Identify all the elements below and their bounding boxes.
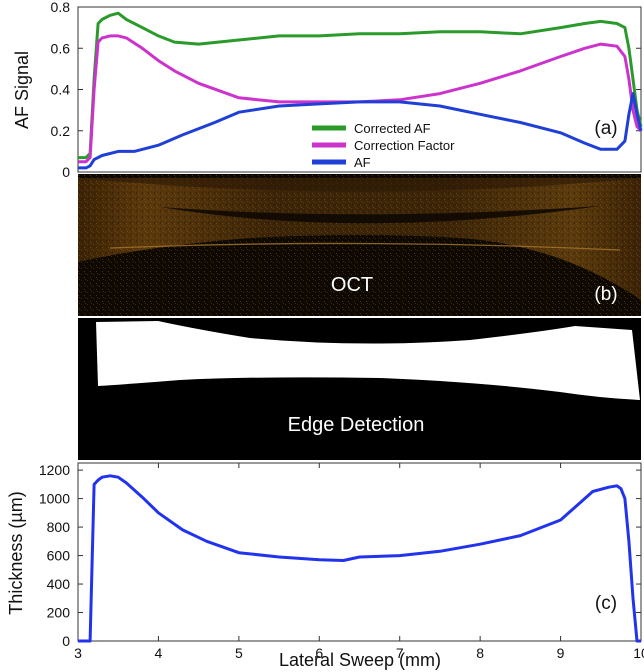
x-tick-label: 10 bbox=[633, 645, 644, 661]
panel-edge-detection: Edge Detection bbox=[78, 318, 641, 460]
x-tick-label: 5 bbox=[235, 645, 243, 661]
oct-upper-band bbox=[78, 178, 641, 192]
x-tick-label: 4 bbox=[155, 645, 163, 661]
x-tick-label: 8 bbox=[476, 645, 484, 661]
a-ytick-label: 0.4 bbox=[51, 82, 71, 98]
panel-c-frame bbox=[77, 462, 642, 642]
c-ytick-label: 600 bbox=[47, 548, 71, 564]
series-line-correction-factor bbox=[78, 34, 643, 164]
c-ytick-label: 0 bbox=[62, 633, 70, 649]
c-ytick-label: 800 bbox=[47, 519, 71, 535]
oct-dark-lens bbox=[160, 206, 600, 224]
a-ytick-label: 0.2 bbox=[51, 123, 71, 139]
c-ytick-label: 1000 bbox=[39, 491, 70, 507]
x-tick-label: 3 bbox=[74, 645, 82, 661]
panel-c-thickness: 0 200 400 600 800 1000 1200 3 4 5 6 7 8 9 10 Thicknes… bbox=[6, 462, 644, 670]
x-axis-label: Lateral Sweep (mm) bbox=[279, 650, 441, 670]
x-tick-label: 9 bbox=[557, 645, 565, 661]
legend-entry: Corrected AF bbox=[354, 121, 431, 136]
series-line-corrected-af bbox=[78, 11, 643, 160]
c-ytick-label: 1200 bbox=[39, 462, 70, 478]
a-ytick-label: 0.6 bbox=[51, 40, 71, 56]
oct-speckle bbox=[78, 174, 641, 316]
panel-a-ylabel: AF Signal bbox=[12, 51, 32, 129]
c-ytick-label: 400 bbox=[47, 576, 71, 592]
oct-label: OCT bbox=[331, 274, 373, 296]
oct-reflective-line bbox=[109, 242, 621, 251]
legend: Corrected AF Correction Factor AF bbox=[312, 121, 455, 170]
panel-c-tag: (c) bbox=[595, 593, 617, 614]
panel-b-oct-image: OCT (b) bbox=[78, 174, 641, 316]
panel-b-tag: (b) bbox=[594, 284, 617, 305]
panel-a-af-signal: 00.20.40.60.8 AF Signal Corrected AFCorr… bbox=[12, 0, 643, 180]
series-line-af bbox=[78, 92, 643, 170]
edge-mask-shape bbox=[96, 321, 640, 400]
legend-entry: AF bbox=[354, 155, 371, 170]
a-ytick-label: 0 bbox=[62, 164, 70, 180]
legend-entry: Correction Factor bbox=[354, 138, 455, 153]
a-ytick-label: 0.8 bbox=[51, 0, 71, 15]
c-ytick-label: 200 bbox=[47, 605, 71, 621]
x-tick-label: 7 bbox=[396, 645, 404, 661]
edge-detection-label: Edge Detection bbox=[288, 414, 425, 436]
series-line-thickness bbox=[78, 474, 641, 643]
panel-a-tag: (a) bbox=[594, 118, 617, 139]
x-tick-label: 6 bbox=[315, 645, 323, 661]
panel-c-ylabel: Thickness (µm) bbox=[6, 491, 26, 614]
